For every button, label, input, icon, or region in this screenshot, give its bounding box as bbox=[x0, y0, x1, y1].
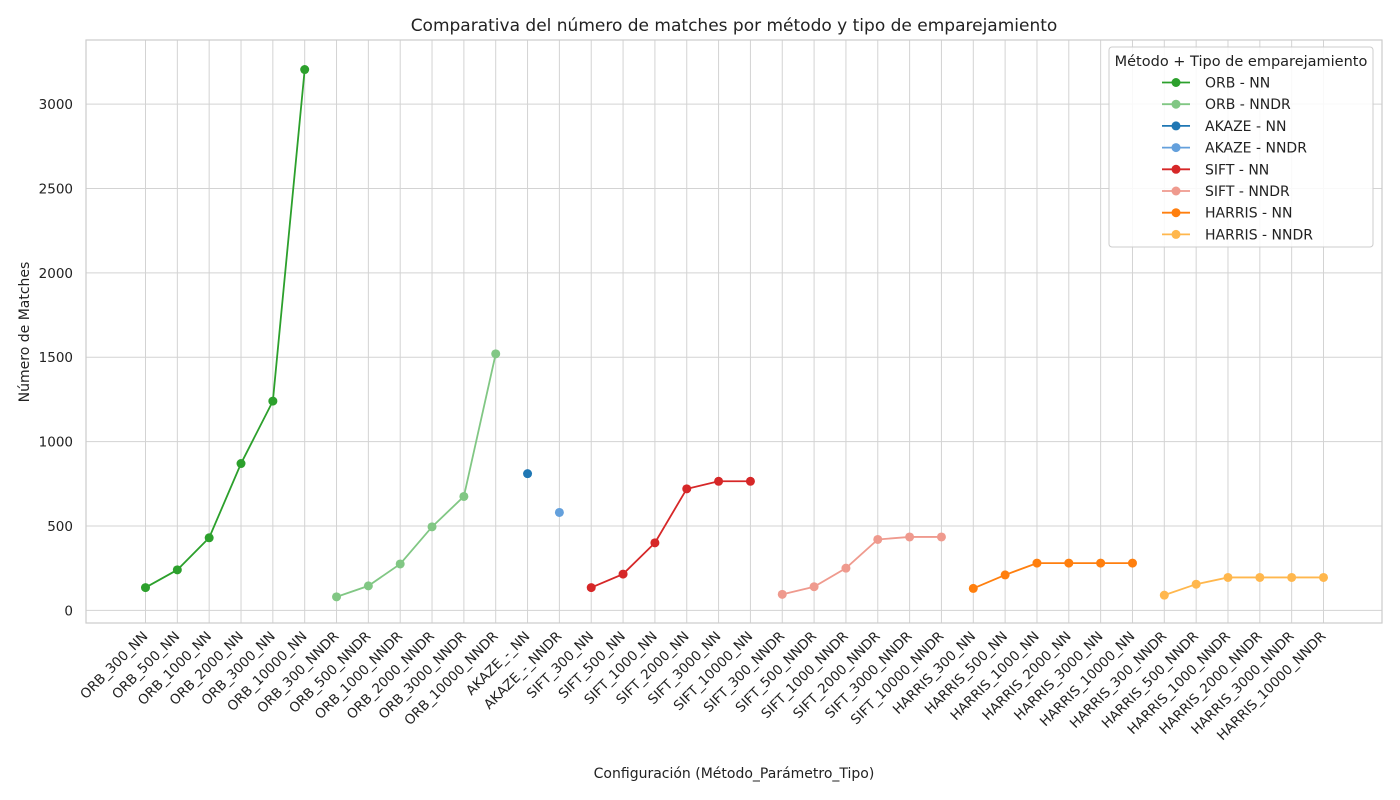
data-point bbox=[523, 469, 533, 479]
legend-label: ORB - NNDR bbox=[1205, 97, 1291, 113]
data-point bbox=[1032, 558, 1042, 568]
y-tick-label: 2000 bbox=[39, 266, 73, 282]
plot-frame bbox=[85, 39, 1383, 624]
y-tick-label: 3000 bbox=[39, 97, 73, 113]
legend-items: ORB - NN ORB - NNDR AKAZE - NN AKAZE - NNDR… bbox=[1162, 76, 1313, 243]
x-axis-label: Configuración (Método_Parámetro_Tipo) bbox=[594, 766, 875, 782]
data-point bbox=[332, 592, 342, 602]
data-point bbox=[618, 569, 628, 579]
series-6 bbox=[968, 558, 1137, 593]
data-point bbox=[1287, 572, 1297, 582]
legend-label: SIFT - NN bbox=[1205, 162, 1269, 178]
legend-label: AKAZE - NN bbox=[1205, 119, 1286, 135]
data-point bbox=[1159, 590, 1169, 600]
x-tick-labels: ORB_300_NNORB_500_NNORB_1000_NNORB_2000_… bbox=[77, 629, 1329, 744]
data-point bbox=[172, 565, 182, 575]
series-3 bbox=[554, 507, 564, 517]
series-4 bbox=[586, 476, 755, 593]
series-line bbox=[336, 353, 497, 598]
data-point bbox=[141, 583, 150, 593]
data-point bbox=[1191, 579, 1201, 589]
legend-title: Método + Tipo de emparejamiento bbox=[1115, 54, 1368, 70]
legend-label: HARRIS - NNDR bbox=[1205, 227, 1313, 243]
data-point bbox=[1000, 570, 1010, 580]
legend-marker bbox=[1171, 121, 1181, 131]
legend-marker bbox=[1171, 229, 1181, 239]
series-7 bbox=[1159, 572, 1328, 600]
legend-marker bbox=[1171, 99, 1181, 109]
legend: Método + Tipo de emparejamiento ORB - NN… bbox=[1108, 46, 1374, 248]
data-point bbox=[1127, 558, 1137, 568]
data-point bbox=[682, 484, 692, 494]
legend-label: HARRIS - NN bbox=[1205, 206, 1292, 222]
data-point bbox=[204, 533, 214, 543]
data-point bbox=[714, 476, 724, 486]
legend-label: SIFT - NNDR bbox=[1205, 184, 1290, 200]
y-axis-label: Número de Matches bbox=[17, 262, 33, 403]
data-point bbox=[777, 589, 787, 599]
legend-marker bbox=[1171, 143, 1181, 153]
data-point bbox=[650, 538, 660, 548]
data-point bbox=[427, 522, 437, 532]
data-point bbox=[1319, 572, 1328, 582]
legend-marker bbox=[1171, 78, 1181, 87]
data-point bbox=[936, 532, 946, 542]
data-point bbox=[1255, 572, 1265, 582]
legend-box bbox=[1108, 46, 1374, 248]
series-line bbox=[1164, 576, 1324, 597]
data-point bbox=[905, 532, 915, 542]
data-point bbox=[268, 396, 278, 406]
y-tick-label: 500 bbox=[47, 519, 73, 535]
y-tick-labels: 0 500 1000 1500 2000 2500 3000 bbox=[39, 97, 73, 619]
data-point bbox=[554, 507, 564, 517]
data-point bbox=[300, 65, 310, 75]
series-2 bbox=[523, 469, 533, 479]
y-tick-label: 0 bbox=[64, 603, 73, 619]
data-point bbox=[873, 534, 883, 544]
series-line bbox=[145, 69, 306, 589]
data-point bbox=[459, 491, 469, 501]
series bbox=[141, 65, 1328, 602]
legend-label: AKAZE - NNDR bbox=[1205, 141, 1307, 157]
y-tick-label: 1000 bbox=[39, 435, 73, 451]
data-point bbox=[491, 349, 501, 359]
data-point bbox=[841, 563, 851, 573]
data-point bbox=[1096, 558, 1106, 568]
series-line bbox=[590, 480, 751, 589]
legend-marker bbox=[1171, 164, 1181, 174]
data-point bbox=[1064, 558, 1074, 568]
series-line bbox=[972, 562, 1133, 590]
y-tick-label: 1500 bbox=[39, 350, 73, 366]
data-point bbox=[395, 559, 405, 569]
y-tick-label: 2500 bbox=[39, 181, 73, 197]
series-5 bbox=[777, 532, 946, 599]
series-1 bbox=[332, 349, 501, 602]
data-point bbox=[968, 583, 978, 593]
chart-title: Comparativa del número de matches por mé… bbox=[411, 16, 1058, 36]
legend-label: ORB - NN bbox=[1205, 76, 1270, 92]
data-point bbox=[1223, 572, 1233, 582]
data-point bbox=[236, 459, 246, 469]
series-line bbox=[782, 536, 942, 596]
data-point bbox=[363, 581, 373, 591]
legend-marker bbox=[1171, 186, 1181, 196]
data-point bbox=[745, 476, 755, 486]
series-0 bbox=[141, 65, 310, 593]
data-point bbox=[809, 582, 819, 592]
legend-marker bbox=[1171, 208, 1181, 218]
data-point bbox=[586, 583, 596, 593]
